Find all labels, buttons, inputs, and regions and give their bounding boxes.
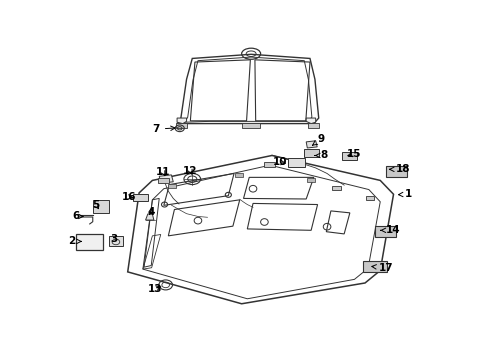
- Text: 12: 12: [183, 166, 197, 176]
- Text: 1: 1: [398, 189, 413, 199]
- Bar: [93, 199, 109, 213]
- Bar: [386, 166, 407, 177]
- Bar: [109, 235, 123, 246]
- Bar: [307, 178, 315, 182]
- Bar: [242, 123, 260, 128]
- Bar: [375, 226, 396, 237]
- Text: 10: 10: [272, 157, 287, 167]
- Text: 13: 13: [148, 284, 163, 293]
- Text: 5: 5: [93, 201, 100, 210]
- Text: 17: 17: [372, 263, 393, 273]
- Bar: [158, 178, 169, 183]
- Bar: [332, 186, 341, 190]
- Text: 3: 3: [111, 234, 118, 244]
- Text: 9: 9: [313, 134, 325, 145]
- Bar: [133, 194, 148, 201]
- Text: 11: 11: [156, 167, 170, 177]
- Polygon shape: [306, 118, 316, 123]
- Polygon shape: [159, 175, 173, 183]
- Text: 16: 16: [122, 192, 136, 202]
- Bar: [176, 123, 187, 128]
- Bar: [363, 261, 387, 273]
- Bar: [75, 234, 103, 250]
- Bar: [169, 184, 176, 188]
- Bar: [304, 149, 319, 157]
- Text: 6: 6: [72, 211, 83, 221]
- Bar: [288, 158, 305, 167]
- Bar: [235, 173, 243, 176]
- Polygon shape: [306, 141, 317, 148]
- Text: 15: 15: [346, 149, 361, 159]
- Bar: [366, 196, 374, 199]
- Text: 18: 18: [390, 164, 410, 174]
- Text: 4: 4: [148, 207, 155, 217]
- Bar: [342, 152, 357, 160]
- Bar: [308, 123, 319, 128]
- Bar: [265, 162, 275, 167]
- Text: 8: 8: [315, 150, 328, 161]
- Polygon shape: [177, 118, 187, 123]
- Text: 2: 2: [68, 237, 81, 246]
- Text: 14: 14: [381, 225, 401, 235]
- Polygon shape: [146, 214, 154, 220]
- Text: 7: 7: [152, 124, 175, 134]
